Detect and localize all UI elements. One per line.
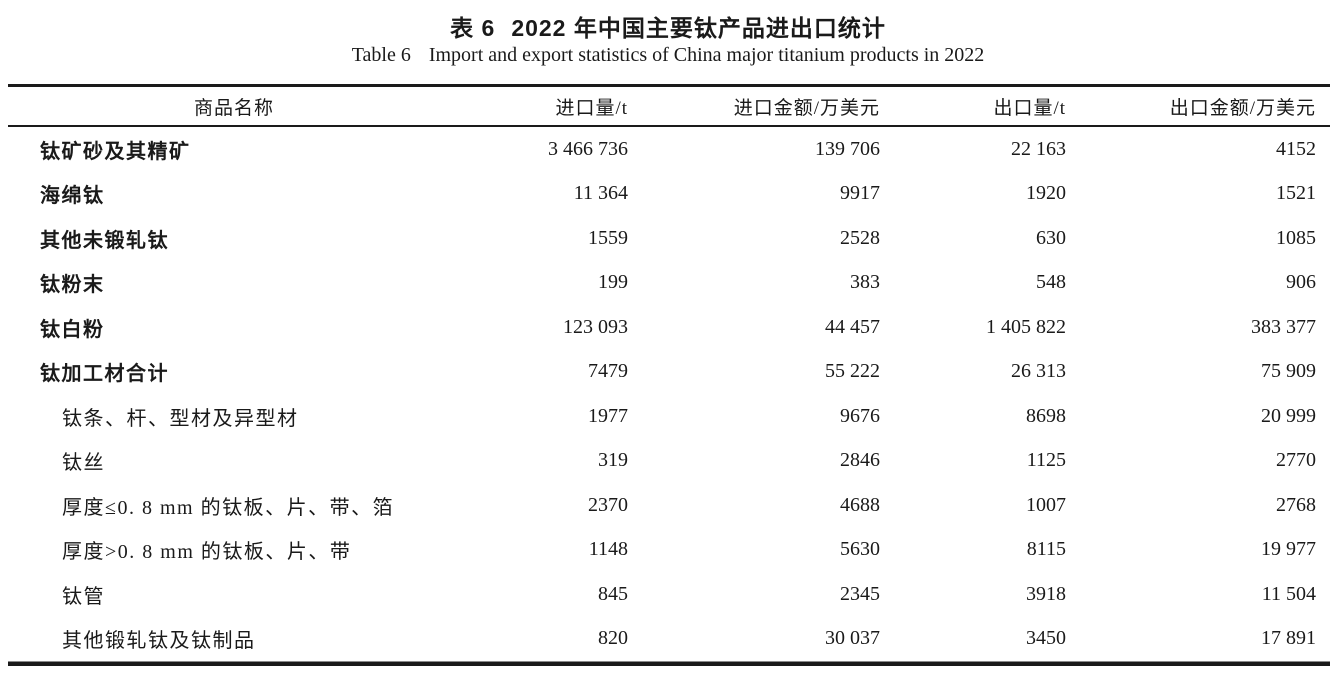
- import-value-cell: 4688: [840, 493, 880, 516]
- table-caption-en-title: Import and export statistics of China ma…: [428, 44, 985, 66]
- product-name-cell: 其他未锻轧钛: [40, 229, 169, 252]
- table-row: 钛矿砂及其精矿 3 466 736 139 706 22 163 4152: [8, 127, 1330, 172]
- export-qty-cell: 26 313: [1011, 360, 1066, 383]
- product-name-cell: 钛丝: [62, 452, 105, 475]
- export-qty-cell: 630: [1036, 226, 1066, 249]
- export-value-cell: 11 504: [1261, 582, 1316, 605]
- import-qty-cell: 123 093: [563, 315, 628, 338]
- table-top-rule: [8, 84, 1330, 87]
- product-name-cell: 钛矿砂及其精矿: [40, 140, 191, 163]
- export-qty-cell: 8698: [1026, 404, 1066, 427]
- export-qty-cell: 1125: [1026, 449, 1066, 472]
- table-bottom-rule: [8, 661, 1330, 666]
- import-value-cell: 9917: [840, 182, 880, 205]
- import-qty-cell: 11 364: [573, 182, 628, 205]
- column-header-import-value: 进口金额/万美元: [733, 97, 880, 119]
- column-header-import-qty: 进口量/t: [555, 97, 628, 119]
- table-row: 钛粉末 199 383 548 906: [8, 261, 1330, 306]
- table-row: 钛白粉 123 093 44 457 1 405 822 383 377: [8, 305, 1330, 350]
- column-header-export-qty: 出口量/t: [993, 97, 1066, 119]
- import-qty-cell: 3 466 736: [548, 137, 628, 160]
- product-name-cell: 钛加工材合计: [40, 363, 169, 386]
- export-qty-cell: 22 163: [1011, 137, 1066, 160]
- import-value-cell: 2345: [840, 582, 880, 605]
- import-value-cell: 383: [850, 271, 880, 294]
- export-value-cell: 2770: [1276, 449, 1316, 472]
- product-name-cell: 其他锻轧钛及钛制品: [62, 630, 256, 653]
- table-row: 厚度>0. 8 mm 的钛板、片、带 1148 5630 8115 19 977: [8, 528, 1330, 573]
- table-caption-zh-title: 2022 年中国主要钛产品进出口统计: [511, 15, 886, 41]
- export-qty-cell: 3918: [1026, 582, 1066, 605]
- import-qty-cell: 1977: [588, 404, 628, 427]
- import-qty-cell: 319: [598, 449, 628, 472]
- export-qty-cell: 3450: [1026, 627, 1066, 650]
- table-row: 钛丝 319 2846 1125 2770: [8, 439, 1330, 484]
- import-value-cell: 44 457: [825, 315, 880, 338]
- export-value-cell: 1085: [1276, 226, 1316, 249]
- table-row: 钛管 845 2345 3918 11 504: [8, 572, 1330, 617]
- import-qty-cell: 7479: [588, 360, 628, 383]
- column-header-product-name: 商品名称: [193, 97, 274, 119]
- table-row: 海绵钛 11 364 9917 1920 1521: [8, 172, 1330, 217]
- table-caption-zh: 表 6 2022 年中国主要钛产品进出口统计: [0, 9, 1336, 43]
- import-value-cell: 2528: [840, 226, 880, 249]
- export-qty-cell: 1920: [1026, 182, 1066, 205]
- export-value-cell: 20 999: [1261, 404, 1316, 427]
- export-qty-cell: 1007: [1026, 493, 1066, 516]
- export-qty-cell: 548: [1036, 271, 1066, 294]
- table-row: 厚度≤0. 8 mm 的钛板、片、带、箔 2370 4688 1007 2768: [8, 483, 1330, 528]
- table-row: 其他锻轧钛及钛制品 820 30 037 3450 17 891: [8, 617, 1330, 662]
- import-value-cell: 139 706: [815, 137, 880, 160]
- export-qty-cell: 8115: [1026, 538, 1066, 561]
- import-qty-cell: 2370: [588, 493, 628, 516]
- export-qty-cell: 1 405 822: [986, 315, 1066, 338]
- product-name-cell: 厚度>0. 8 mm 的钛板、片、带: [62, 541, 352, 564]
- product-name-cell: 钛粉末: [40, 274, 105, 297]
- export-value-cell: 4152: [1276, 137, 1316, 160]
- import-qty-cell: 199: [598, 271, 628, 294]
- import-value-cell: 30 037: [825, 627, 880, 650]
- table-caption-en-label: Table 6: [351, 44, 411, 66]
- product-name-cell: 厚度≤0. 8 mm 的钛板、片、带、箔: [62, 496, 395, 519]
- product-name-cell: 钛管: [62, 585, 105, 608]
- export-value-cell: 906: [1286, 271, 1316, 294]
- export-value-cell: 2768: [1276, 493, 1316, 516]
- import-qty-cell: 820: [598, 627, 628, 650]
- table-header-rule: [8, 125, 1330, 127]
- table-row: 其他未锻轧钛 1559 2528 630 1085: [8, 216, 1330, 261]
- table-body: 钛矿砂及其精矿 3 466 736 139 706 22 163 4152 海绵钛 11 3…: [8, 127, 1330, 661]
- table-row: 钛条、杆、型材及异型材 1977 9676 8698 20 999: [8, 394, 1330, 439]
- import-value-cell: 55 222: [825, 360, 880, 383]
- export-value-cell: 19 977: [1261, 538, 1316, 561]
- import-qty-cell: 1148: [588, 538, 628, 561]
- import-value-cell: 9676: [840, 404, 880, 427]
- import-value-cell: 2846: [840, 449, 880, 472]
- export-value-cell: 383 377: [1251, 315, 1316, 338]
- import-qty-cell: 845: [598, 582, 628, 605]
- product-name-cell: 海绵钛: [40, 185, 105, 208]
- export-value-cell: 1521: [1276, 182, 1316, 205]
- product-name-cell: 钛条、杆、型材及异型材: [62, 407, 299, 430]
- export-value-cell: 75 909: [1261, 360, 1316, 383]
- table-caption-zh-label: 表 6: [450, 15, 496, 41]
- import-qty-cell: 1559: [588, 226, 628, 249]
- import-value-cell: 5630: [840, 538, 880, 561]
- column-header-export-value: 出口金额/万美元: [1169, 97, 1316, 119]
- table-header-row: 商品名称 进口量/t 进口金额/万美元 出口量/t 出口金额/万美元: [8, 87, 1330, 125]
- product-name-cell: 钛白粉: [40, 318, 105, 341]
- table-caption-en: Table 6 Import and export statistics of C…: [0, 44, 1336, 67]
- export-value-cell: 17 891: [1261, 627, 1316, 650]
- table-row: 钛加工材合计 7479 55 222 26 313 75 909: [8, 350, 1330, 395]
